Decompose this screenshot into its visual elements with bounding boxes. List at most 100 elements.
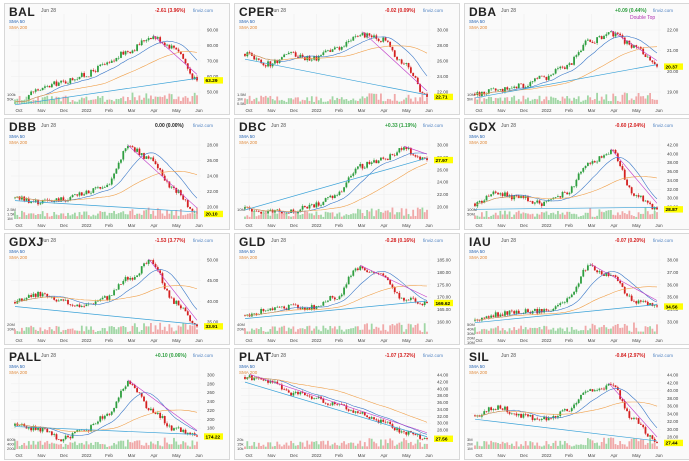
candle-body [550, 74, 552, 76]
chart-panel-gdx[interactable]: Oct Nov Dec 2022 Feb Mar Apr May Jun 42.00 40.00 38… [464, 118, 689, 230]
candle-body [593, 161, 596, 163]
y-tick-label: 300 [207, 373, 215, 378]
volume-bar [536, 442, 539, 449]
candle-body [108, 184, 111, 186]
candle-body [267, 210, 269, 214]
volume-bar [193, 213, 196, 219]
candle-body [103, 187, 106, 188]
chart-panel-bal[interactable]: Oct Nov Dec 2022 Feb Mar Apr May Jun 90.00 80.00 70… [4, 3, 230, 115]
x-tick-label: Jun [195, 338, 203, 343]
volume-bar [628, 210, 631, 219]
price-label: 27.44 [666, 441, 678, 447]
volume-bar [163, 437, 166, 449]
chart-panel-sil[interactable]: Oct Nov Dec 2022 Feb Mar Apr May Jun 44.00 42.00 40… [464, 348, 689, 460]
volume-tick-label: 10M [467, 92, 475, 97]
candle-body [510, 413, 513, 415]
volume-bar [329, 325, 332, 334]
volume-tick-label: 100M [467, 207, 477, 212]
y-tick-label: 24.00 [207, 174, 219, 179]
candle-body [575, 55, 578, 57]
candle-body [414, 155, 417, 157]
candle-body [623, 169, 626, 180]
candle-body [513, 311, 516, 314]
candle-body [598, 271, 601, 273]
candle-body [154, 264, 157, 268]
chart-panel-iau[interactable]: Oct Nov Dec 2022 Feb Mar Apr May Jun 38.00 37.00 36… [464, 233, 689, 345]
candle-body [244, 206, 246, 209]
chart-panel-gld[interactable]: Oct Nov Dec 2022 Feb Mar Apr May Jun 185.00 180.00… [234, 233, 460, 345]
candle-body [101, 297, 104, 300]
volume-bar [377, 99, 380, 104]
candle-body [637, 418, 640, 424]
volume-bar [559, 327, 562, 334]
chart-panel-dbc[interactable]: OctNovDec2022FebMarAprMayJun30.0028.0026… [234, 118, 460, 230]
volume-bar [260, 214, 263, 219]
x-tick-label: 2022 [311, 338, 322, 343]
candle-body [566, 192, 569, 195]
volume-bar [76, 330, 79, 334]
volume-bar [621, 327, 624, 334]
volume-bar [515, 100, 518, 104]
candle-body [363, 412, 366, 416]
volume-bar [421, 446, 424, 449]
volume-tick-label: 1M [237, 97, 243, 102]
volume-bar [25, 327, 28, 334]
chart-panel-plat[interactable]: Oct Nov Dec 2022 Feb Mar Apr May Jun 44.00 42.00 40… [234, 348, 460, 460]
candle-body [156, 164, 159, 169]
x-tick-label: Oct [475, 453, 483, 458]
chart-panel-dba[interactable]: Oct Nov Dec 2022 Feb Mar Apr May Jun 22.00 21.00 20… [464, 3, 689, 115]
volume-bar [340, 97, 343, 104]
volume-bar [529, 100, 532, 104]
candle-body [71, 195, 74, 198]
volume-tick-label: 1.5M [237, 92, 246, 97]
volume-bar [591, 323, 594, 334]
volume-bar [55, 96, 58, 104]
sma-200-legend: SMA 200 [469, 370, 488, 375]
volume-bar [577, 216, 580, 219]
candle-body [575, 286, 578, 292]
price-label: 20.37 [666, 64, 678, 70]
volume-bar [18, 446, 21, 449]
volume-bar [280, 99, 283, 104]
volume-bar [396, 444, 398, 449]
candle-body [120, 284, 122, 285]
candle-body [547, 418, 550, 421]
volume-bar [377, 327, 380, 334]
candle-body [248, 375, 251, 378]
chart-panel-gdxj[interactable]: Oct Nov Dec 2022 Feb Mar Apr May Jun 50.00 45.00 40… [4, 233, 230, 345]
candle-body [412, 432, 415, 435]
x-tick-label: Oct [15, 453, 23, 458]
candle-body [83, 194, 86, 196]
volume-bar [182, 441, 185, 449]
chart-panel-dbb[interactable]: Oct Nov Dec 2022 Feb Mar Apr May Jun 28.00 26.00 24… [4, 118, 230, 230]
candle-body [14, 197, 16, 199]
candle-body [499, 193, 502, 195]
candle-body [361, 164, 364, 169]
candle-body [264, 65, 267, 67]
candle-body [290, 304, 292, 306]
y-tick-label: 24.00 [437, 180, 449, 185]
volume-bar [92, 214, 95, 219]
candle-body [133, 147, 136, 152]
chart-panel-cper[interactable]: Oct Nov Dec 2022 Feb Mar Apr May Jun 30.00 28.00 26… [234, 3, 460, 115]
candle-body [382, 37, 385, 42]
candle-body [492, 315, 495, 317]
candle-body [485, 195, 488, 201]
y-tick-label: 26.00 [437, 167, 449, 172]
volume-bar [510, 216, 513, 219]
candle-body [322, 301, 325, 306]
sma-50-legend: SMA 50 [9, 364, 25, 369]
volume-bar [62, 96, 65, 104]
volume-bar [73, 330, 76, 334]
x-tick-label: Dec [520, 338, 529, 343]
candle-body [276, 59, 279, 63]
chart-panel-pall[interactable]: Oct Nov Dec 2022 Feb Mar Apr May Jun 300 280 260 240… [4, 348, 230, 460]
candle-body [559, 66, 562, 69]
x-tick-label: Feb [565, 453, 573, 458]
volume-bar [600, 96, 603, 104]
candle-body [53, 81, 56, 85]
volume-bar [117, 213, 120, 219]
source-label: finviz.com [193, 353, 214, 358]
volume-bar [359, 329, 362, 334]
candle-body [540, 75, 543, 77]
